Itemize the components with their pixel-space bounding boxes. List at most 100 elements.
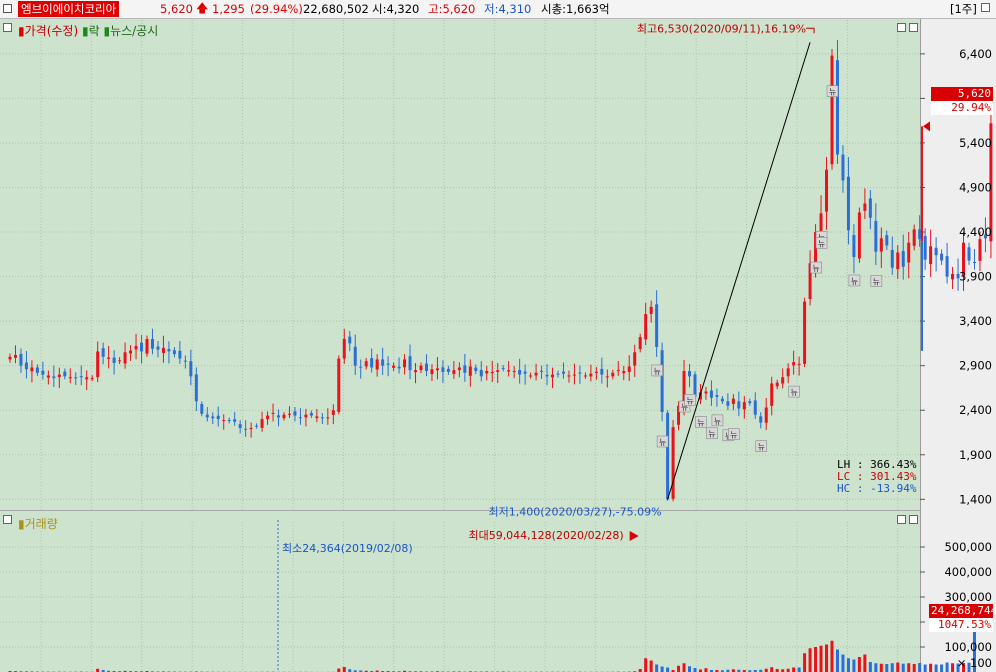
price-panel-close-icon[interactable] (909, 23, 918, 32)
candle-body (304, 414, 308, 418)
candle-body (507, 370, 511, 372)
news-marker-label: 뉴 (812, 264, 819, 273)
candle-body (660, 350, 664, 412)
candle-body (830, 55, 834, 165)
volume-panel-restore-icon[interactable] (897, 515, 906, 524)
candle-body (403, 359, 407, 368)
news-marker-box (728, 428, 740, 440)
candle-body (627, 366, 631, 373)
candle-body (896, 252, 900, 270)
volume-bar (956, 663, 960, 672)
candle-body (852, 234, 856, 257)
candle-body (556, 373, 560, 375)
candle-body (923, 236, 927, 260)
candle-body (331, 410, 335, 415)
price-tick-label: 2,900 (959, 359, 992, 373)
candle-body (150, 338, 154, 349)
period-button[interactable]: [1주] (950, 2, 977, 16)
news-marker-label: 뉴 (873, 278, 880, 287)
candle-body (846, 176, 850, 231)
news-marker-box (656, 435, 669, 448)
panel-divider[interactable] (0, 510, 996, 511)
volume-bar (825, 644, 829, 672)
candle-body (934, 247, 938, 256)
candle-body (633, 352, 637, 366)
candle-body (68, 377, 72, 379)
volume-panel-toggle-icon[interactable] (3, 515, 12, 524)
price-tick-label: 6,400 (959, 47, 992, 61)
candle-body (567, 375, 571, 377)
candle-body (19, 353, 23, 366)
volume-bar (748, 670, 752, 672)
legend-marker-price: ▮ (18, 24, 25, 38)
candle-body (940, 253, 944, 261)
candle-body (287, 413, 291, 415)
candle-body (726, 401, 730, 406)
news-marker-label: 뉴 (790, 388, 797, 397)
volume-pct-label: 1047.53% (929, 618, 993, 632)
volume-bar (835, 649, 839, 672)
news-marker-box (706, 427, 718, 440)
stock-name[interactable]: 엠브이에이치코리아 (18, 1, 120, 17)
news-marker-box (684, 394, 696, 406)
volume-tick-label: 400,000 (944, 565, 992, 579)
candle-body (244, 428, 248, 430)
candle-body (178, 350, 182, 359)
candle-body (561, 371, 565, 374)
candle-body (101, 348, 105, 357)
volume-bar (753, 670, 757, 672)
volume-bar (879, 663, 883, 672)
candle-body (392, 365, 396, 368)
candle-body (622, 371, 626, 374)
volume-panel-close-icon[interactable] (909, 515, 918, 524)
candle-body (578, 372, 582, 374)
news-marker-label: 뉴 (714, 417, 721, 426)
candle-body (644, 314, 648, 340)
price-panel-restore-icon[interactable] (897, 23, 906, 32)
candle-body (348, 336, 352, 344)
candle-body (107, 357, 111, 359)
close-icon[interactable] (981, 3, 990, 12)
candle-body (868, 198, 872, 218)
candle-body (918, 229, 922, 240)
candle-body (424, 363, 428, 372)
candle-body (359, 366, 363, 368)
candle-body (441, 367, 445, 372)
legend-volume[interactable]: 거래량 (24, 517, 58, 531)
volume-bar (671, 670, 675, 672)
price-change: 1,295 (212, 2, 245, 16)
legend-rak[interactable]: 락 (88, 24, 100, 38)
legend-price[interactable]: 가격(수정) (24, 24, 79, 38)
volume-bar (781, 669, 785, 672)
volume-max-annotation: 최대59,044,128(2020/02/28) (468, 529, 623, 542)
volume-tick-label: 300,000 (944, 590, 992, 604)
volume-bar (107, 670, 111, 672)
price-tick-label: 5,400 (959, 136, 992, 150)
news-markers: 뉴뉴뉴뉴뉴뉴뉴뉴뉴뉴뉴뉴뉴뉴뉴뉴뉴 (651, 85, 883, 452)
candle-body (978, 239, 982, 261)
checkbox-icon[interactable] (3, 4, 12, 13)
volume-bar (123, 670, 127, 672)
candle-body (172, 350, 176, 355)
candle-body (545, 374, 549, 377)
candle-body (353, 346, 357, 366)
price-tick-label: 4,900 (959, 180, 992, 194)
current-price-pointer-icon (923, 121, 930, 132)
news-marker-box (848, 274, 861, 287)
candle-body (216, 415, 220, 420)
volume-bar (934, 664, 938, 672)
legend-marker-rak: ▮ (81, 24, 89, 38)
current-price: 5,620 (160, 2, 193, 16)
candle-body (183, 360, 187, 362)
candle-body (13, 354, 17, 358)
candle-body (945, 256, 949, 277)
candle-body (781, 377, 785, 384)
candle-body (972, 261, 976, 263)
legend-news[interactable]: 뉴스/공시 (110, 24, 159, 38)
candle-body (808, 263, 812, 299)
up-arrow-icon: 🡅 (196, 1, 209, 15)
price-panel-toggle-icon[interactable] (3, 23, 12, 32)
volume-bar (649, 660, 653, 672)
candle-body (419, 365, 423, 371)
